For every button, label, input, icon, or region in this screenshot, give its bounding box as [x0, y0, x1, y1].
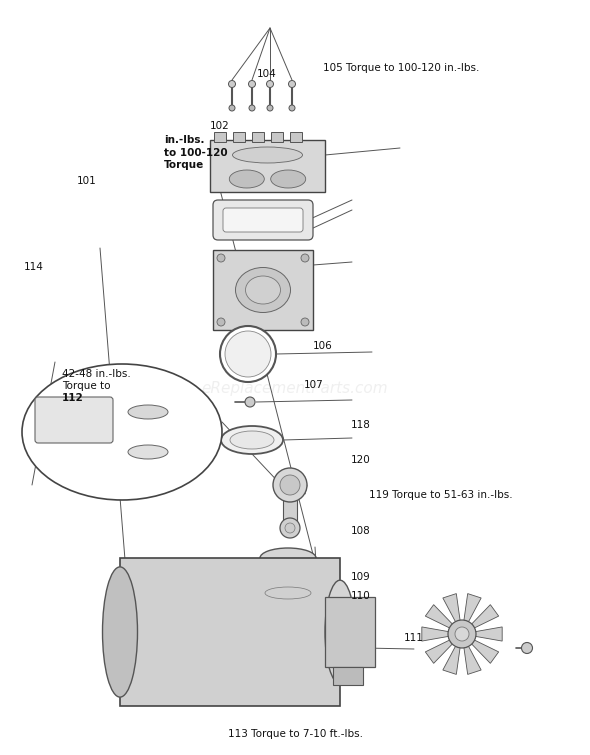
Bar: [232, 132, 245, 142]
Circle shape: [522, 643, 533, 654]
Circle shape: [267, 81, 274, 88]
Polygon shape: [422, 627, 449, 641]
Circle shape: [289, 81, 296, 88]
Text: 111: 111: [404, 633, 424, 643]
Polygon shape: [443, 593, 460, 622]
Text: eReplacementParts.com: eReplacementParts.com: [202, 381, 388, 396]
Ellipse shape: [22, 364, 222, 500]
Text: in.-lbs.: in.-lbs.: [164, 135, 205, 146]
Bar: [333, 667, 363, 685]
Polygon shape: [443, 646, 460, 674]
Text: 106: 106: [313, 341, 332, 351]
Bar: [214, 132, 225, 142]
Text: Torque to: Torque to: [62, 381, 110, 391]
Polygon shape: [471, 605, 499, 628]
Circle shape: [280, 518, 300, 538]
Circle shape: [455, 627, 469, 641]
Text: 101: 101: [77, 176, 96, 186]
Ellipse shape: [260, 584, 316, 602]
Ellipse shape: [230, 170, 264, 188]
Text: 102: 102: [209, 121, 229, 131]
FancyBboxPatch shape: [223, 208, 303, 232]
Circle shape: [220, 326, 276, 382]
Circle shape: [217, 318, 225, 326]
Polygon shape: [464, 646, 481, 674]
FancyBboxPatch shape: [213, 200, 313, 240]
Polygon shape: [464, 593, 481, 622]
Circle shape: [249, 105, 255, 111]
Ellipse shape: [128, 405, 168, 419]
Polygon shape: [471, 640, 499, 664]
Text: 118: 118: [351, 420, 371, 430]
Ellipse shape: [235, 267, 290, 313]
Circle shape: [228, 81, 235, 88]
Circle shape: [248, 81, 255, 88]
Text: 107: 107: [304, 380, 323, 390]
Bar: [271, 132, 283, 142]
Ellipse shape: [260, 548, 316, 568]
Ellipse shape: [128, 445, 168, 459]
Circle shape: [448, 620, 476, 648]
Text: 108: 108: [351, 525, 371, 536]
Circle shape: [301, 318, 309, 326]
Text: 119 Torque to 51-63 in.-lbs.: 119 Torque to 51-63 in.-lbs.: [369, 489, 512, 500]
Bar: [252, 132, 264, 142]
Ellipse shape: [325, 580, 355, 684]
Text: 110: 110: [351, 591, 371, 602]
Circle shape: [229, 105, 235, 111]
Circle shape: [225, 331, 271, 377]
FancyBboxPatch shape: [35, 397, 113, 443]
Text: to 100-120: to 100-120: [164, 147, 228, 158]
Bar: [213, 250, 313, 330]
Circle shape: [280, 475, 300, 495]
Bar: [283, 488, 297, 530]
Circle shape: [301, 254, 309, 262]
Polygon shape: [475, 627, 502, 641]
Polygon shape: [425, 640, 453, 664]
Circle shape: [289, 105, 295, 111]
Text: 114: 114: [24, 261, 44, 272]
Ellipse shape: [230, 431, 274, 449]
Text: 120: 120: [351, 455, 371, 465]
Bar: [120, 558, 340, 706]
Bar: [210, 140, 325, 192]
Polygon shape: [425, 605, 453, 628]
Ellipse shape: [245, 276, 280, 304]
Text: 113 Torque to 7-10 ft.-lbs.: 113 Torque to 7-10 ft.-lbs.: [228, 729, 362, 739]
Ellipse shape: [103, 567, 137, 697]
Text: Torque: Torque: [164, 159, 204, 170]
Circle shape: [273, 468, 307, 502]
Ellipse shape: [221, 426, 283, 454]
Circle shape: [217, 254, 225, 262]
Text: 105 Torque to 100-120 in.-lbs.: 105 Torque to 100-120 in.-lbs.: [323, 63, 480, 73]
Circle shape: [267, 105, 273, 111]
Bar: [290, 132, 302, 142]
Ellipse shape: [271, 170, 306, 188]
Text: 104: 104: [257, 69, 276, 79]
Text: 109: 109: [351, 572, 371, 582]
Circle shape: [245, 397, 255, 407]
Text: 42-48 in.-lbs.: 42-48 in.-lbs.: [62, 368, 131, 379]
Circle shape: [285, 523, 295, 533]
Ellipse shape: [232, 147, 303, 163]
Ellipse shape: [265, 587, 311, 599]
Text: 112: 112: [62, 393, 84, 403]
Bar: [325, 597, 375, 667]
